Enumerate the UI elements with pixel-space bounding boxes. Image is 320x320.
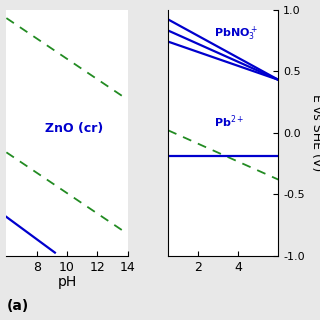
Text: Pb$^{2+}$: Pb$^{2+}$ [214,114,244,130]
Text: ZnO (cr): ZnO (cr) [45,122,104,135]
Text: PbNO$_3^+$: PbNO$_3^+$ [214,25,258,43]
Y-axis label: E vs SHE (V): E vs SHE (V) [310,94,320,172]
X-axis label: pH: pH [57,275,77,289]
Text: (a): (a) [6,300,29,313]
